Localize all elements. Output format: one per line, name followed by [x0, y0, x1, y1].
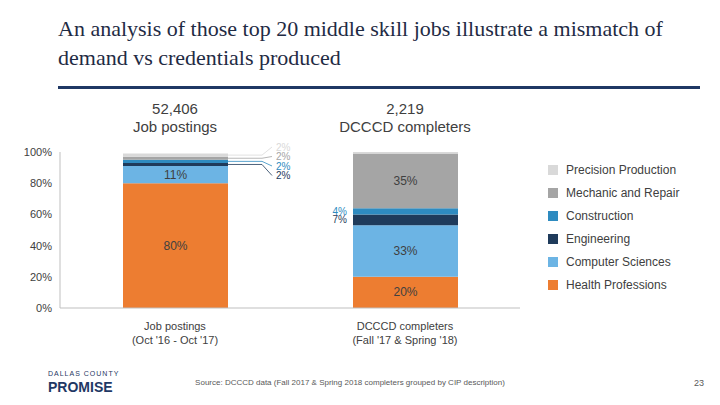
svg-text:4%: 4% [333, 206, 348, 217]
svg-text:DCCCD completers: DCCCD completers [357, 320, 454, 332]
html-text:Job postings: Job postings [132, 118, 218, 135]
html-text:23: 23 [694, 378, 704, 388]
html-text:Precision Production: Precision Production [566, 162, 677, 177]
svg-text:11%: 11% [164, 168, 187, 182]
svg-text:(Oct '16 - Oct '17): (Oct '16 - Oct '17) [132, 334, 218, 346]
html-text:2,219: 2,219 [386, 100, 424, 117]
svg-text:7%: 7% [332, 214, 347, 226]
svg-text:Job postings: Job postings [144, 320, 206, 332]
svg-text:2%: 2% [276, 151, 291, 162]
svg-text:60%: 60% [30, 208, 52, 220]
html-text:PROMISE: PROMISE [48, 379, 113, 395]
svg-text:20%: 20% [393, 285, 417, 299]
svg-text:35%: 35% [393, 174, 417, 188]
html-text:DALLAS COUNTY: DALLAS COUNTY [48, 370, 120, 377]
svg-text:2%: 2% [276, 142, 291, 153]
html-text:Health Professions: Health Professions [566, 277, 667, 292]
svg-text:80%: 80% [30, 177, 52, 189]
svg-text:100%: 100% [24, 146, 52, 158]
html-text:Mechanic and Repair: Mechanic and Repair [566, 185, 680, 200]
svg-text:80%: 80% [163, 239, 187, 253]
html-text:An analysis of those top 20 mi: An analysis of those top 20 middle skill… [58, 16, 663, 70]
svg-text:20%: 20% [30, 271, 52, 283]
html-text:Construction: Construction [566, 208, 634, 223]
html-text:52,406: 52,406 [152, 100, 198, 117]
svg-text:40%: 40% [30, 240, 52, 252]
html-text:Engineering: Engineering [566, 231, 631, 246]
html-text:Source: DCCCD data (Fall 2017: Source: DCCCD data (Fall 2017 & Spring 2… [195, 378, 505, 387]
svg-text:2%: 2% [276, 161, 291, 172]
svg-text:(Fall '17 & Spring '18): (Fall '17 & Spring '18) [352, 334, 457, 346]
svg-text:2%: 2% [276, 170, 291, 181]
html-text:DCCCD completers: DCCCD completers [339, 118, 471, 135]
svg-text:0%: 0% [36, 302, 52, 314]
html-text:Computer Sciences: Computer Sciences [566, 254, 671, 269]
svg-text:33%: 33% [393, 244, 417, 258]
